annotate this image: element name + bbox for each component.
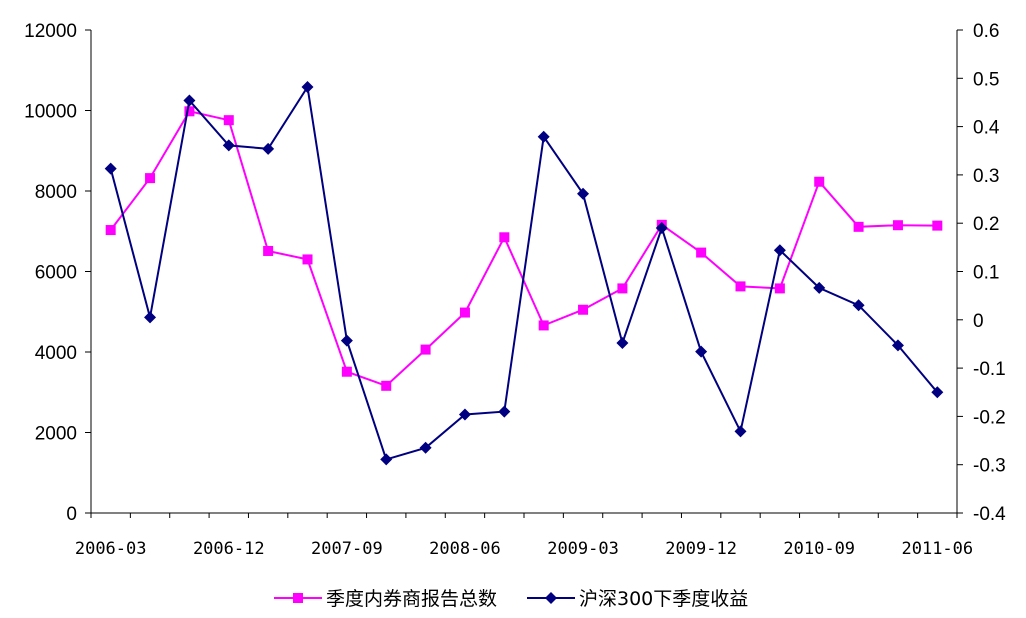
right-tick-label: 0.2 [973,214,999,235]
x-tick-label: 2010-09 [783,539,855,559]
x-tick-label: 2006-03 [75,539,147,559]
data-point-diamond [537,130,550,143]
x-tick-label: 2007-09 [311,539,383,559]
data-point-diamond [577,187,590,200]
data-point-diamond [301,80,314,93]
data-point-diamond [262,142,275,155]
right-tick-label: 0 [973,311,984,332]
data-point-diamond [183,94,196,107]
data-point-diamond [734,425,747,438]
x-tick-label: 2009-03 [547,539,619,559]
right-tick-label: -0.3 [973,456,1006,477]
left-tick-label: 4000 [35,343,77,364]
right-tick-label: 0.5 [973,69,999,90]
x-tick-label: 2006-12 [193,539,265,559]
data-point-square [263,245,274,256]
data-point-diamond [458,408,471,421]
x-tick-label: 2008-06 [429,539,501,559]
left-tick-label: 12000 [24,21,77,42]
data-point-square [814,176,825,187]
legend-marker-square [293,593,303,603]
data-point-diamond [419,441,432,454]
legend-label: 季度内券商报告总数 [326,588,497,610]
data-point-diamond [695,345,708,358]
data-point-square [223,115,234,126]
data-point-square [853,221,864,232]
data-point-square [538,320,549,331]
data-point-diamond [144,311,157,324]
data-point-square [184,106,195,117]
data-point-diamond [931,386,944,399]
data-point-square [302,254,313,265]
data-point-diamond [498,405,511,418]
data-point-square [341,366,352,377]
x-tick-label: 2009-12 [665,539,737,559]
data-point-diamond [380,453,393,466]
series-group [104,80,944,466]
data-point-diamond [852,299,865,312]
right-tick-label: -0.1 [973,359,1006,380]
data-point-square [774,283,785,294]
right-tick-label: 0.4 [973,118,1000,139]
data-point-square [735,281,746,292]
data-point-diamond [891,339,904,352]
data-point-diamond [813,281,826,294]
left-tick-label: 8000 [35,182,77,203]
left-tick-label: 0 [66,504,77,525]
right-axis-ticks: -0.4 -0.3 -0.2 -0.1 0 0.1 0.2 0.3 0.4 0.5 0.6 [957,21,1006,525]
legend: 季度内券商报告总数 沪深300下季度收益 [274,588,748,610]
right-tick-label: 0.3 [973,166,999,187]
left-tick-label: 10000 [24,102,77,123]
data-point-square [932,220,943,231]
data-point-square [499,232,510,243]
data-point-square [578,304,589,315]
data-point-square [696,247,707,258]
x-tick-label: 2011-06 [901,539,973,559]
data-point-square [459,307,470,318]
x-axis-ticks: 2006-03 2006-12 2007-09 2008-06 2009-03 2009-… [75,513,973,559]
data-point-diamond [104,162,117,175]
data-point-square [420,344,431,355]
data-point-diamond [616,336,629,349]
data-point-square [381,380,392,391]
legend-marker-diamond [545,592,557,604]
left-tick-label: 6000 [35,263,77,284]
data-point-diamond [773,244,786,257]
right-tick-label: -0.4 [973,504,1006,525]
right-tick-label: -0.2 [973,407,1006,428]
data-point-diamond [222,139,235,152]
series-line-2 [109,84,939,461]
data-point-diamond [340,334,353,347]
data-point-square [145,173,156,184]
right-tick-label: 0.1 [973,263,999,284]
left-axis-ticks: 0 2000 4000 6000 8000 10000 12000 [24,21,91,525]
legend-label: 沪深300下季度收益 [579,588,748,610]
data-point-square [892,220,903,231]
series-line-1 [109,110,938,387]
data-point-square [617,283,628,294]
left-tick-label: 2000 [35,424,77,445]
data-point-square [105,225,116,236]
right-tick-label: 0.6 [973,21,999,42]
data-point-diamond [655,222,668,235]
